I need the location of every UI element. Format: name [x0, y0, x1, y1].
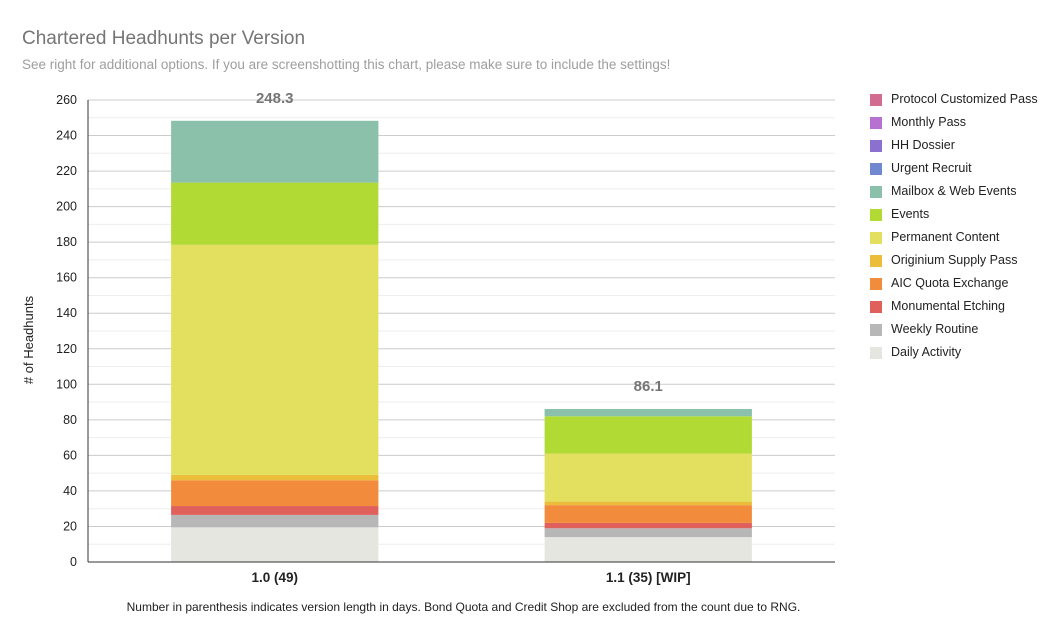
legend-swatch — [870, 324, 882, 336]
bar-segment[interactable] — [544, 409, 752, 417]
y-tick-label: 140 — [56, 306, 77, 320]
legend-label: Daily Activity — [891, 345, 962, 359]
bar-segment[interactable] — [544, 528, 752, 538]
legend-label: Urgent Recruit — [891, 161, 972, 175]
y-tick-label: 100 — [56, 377, 77, 391]
legend-swatch — [870, 209, 882, 221]
legend-label: Protocol Customized Pass — [891, 92, 1038, 106]
y-tick-label: 160 — [56, 271, 77, 285]
y-tick-label: 200 — [56, 200, 77, 214]
y-tick-label: 0 — [70, 555, 77, 569]
bar-segment[interactable] — [171, 514, 379, 528]
chart-footnote: Number in parenthesis indicates version … — [126, 600, 801, 614]
bar-segment[interactable] — [171, 120, 379, 183]
bar-segment[interactable] — [544, 416, 752, 454]
legend-swatch — [870, 186, 882, 198]
bar-segment[interactable] — [544, 537, 752, 562]
legend-swatch — [870, 301, 882, 313]
chart-subtitle: See right for additional options. If you… — [22, 57, 671, 72]
legend-swatch — [870, 94, 882, 106]
legend-swatch — [870, 347, 882, 359]
bar-segment[interactable] — [171, 474, 379, 481]
axes: 0 20 40 60 80 100 120 140 160 180 200 220 240 260 1.0 … — [56, 93, 835, 585]
bar-segment[interactable] — [171, 527, 379, 562]
legend-swatch — [870, 117, 882, 129]
x-category-label: 1.0 (49) — [251, 570, 298, 585]
bar-stacks[interactable]: 248.3 86.1 — [171, 90, 752, 562]
y-tick-label: 260 — [56, 93, 77, 107]
legend-swatch — [870, 140, 882, 152]
legend-label: Weekly Routine — [891, 322, 979, 336]
x-category-label: 1.1 (35) [WIP] — [606, 570, 691, 585]
legend-swatch — [870, 255, 882, 267]
y-tick-label: 80 — [63, 413, 77, 427]
legend-swatch — [870, 163, 882, 175]
y-tick-label: 220 — [56, 164, 77, 178]
legend-label: Monumental Etching — [891, 299, 1005, 313]
legend-label: Mailbox & Web Events — [891, 184, 1017, 198]
y-tick-label: 240 — [56, 129, 77, 143]
y-axis-title: # of Headhunts — [21, 295, 36, 384]
y-tick-label: 20 — [63, 519, 77, 533]
bar-segment[interactable] — [544, 501, 752, 506]
y-tick-label: 40 — [63, 484, 77, 498]
y-tick-label: 60 — [63, 448, 77, 462]
legend-label: Permanent Content — [891, 230, 1000, 244]
bar-segment[interactable] — [171, 506, 379, 515]
bar-segment[interactable] — [171, 182, 379, 245]
bar-total-label: 86.1 — [634, 378, 663, 395]
bar-segment[interactable] — [544, 453, 752, 502]
chart-title: Chartered Headhunts per Version — [22, 28, 306, 49]
bar-segment[interactable] — [171, 480, 379, 507]
legend-label: Monthly Pass — [891, 115, 967, 129]
legend-label: AIC Quota Exchange — [891, 276, 1009, 290]
bar-segment[interactable] — [544, 522, 752, 529]
bar-segment[interactable] — [171, 244, 379, 475]
y-tick-label: 180 — [56, 235, 77, 249]
legend-swatch — [870, 232, 882, 244]
bar-segment[interactable] — [544, 505, 752, 523]
legend-label: HH Dossier — [891, 138, 955, 152]
legend-swatch — [870, 278, 882, 290]
y-tick-label: 120 — [56, 342, 77, 356]
legend-label: Originium Supply Pass — [891, 253, 1018, 267]
legend-label: Events — [891, 207, 930, 221]
bar-total-label: 248.3 — [256, 90, 294, 107]
